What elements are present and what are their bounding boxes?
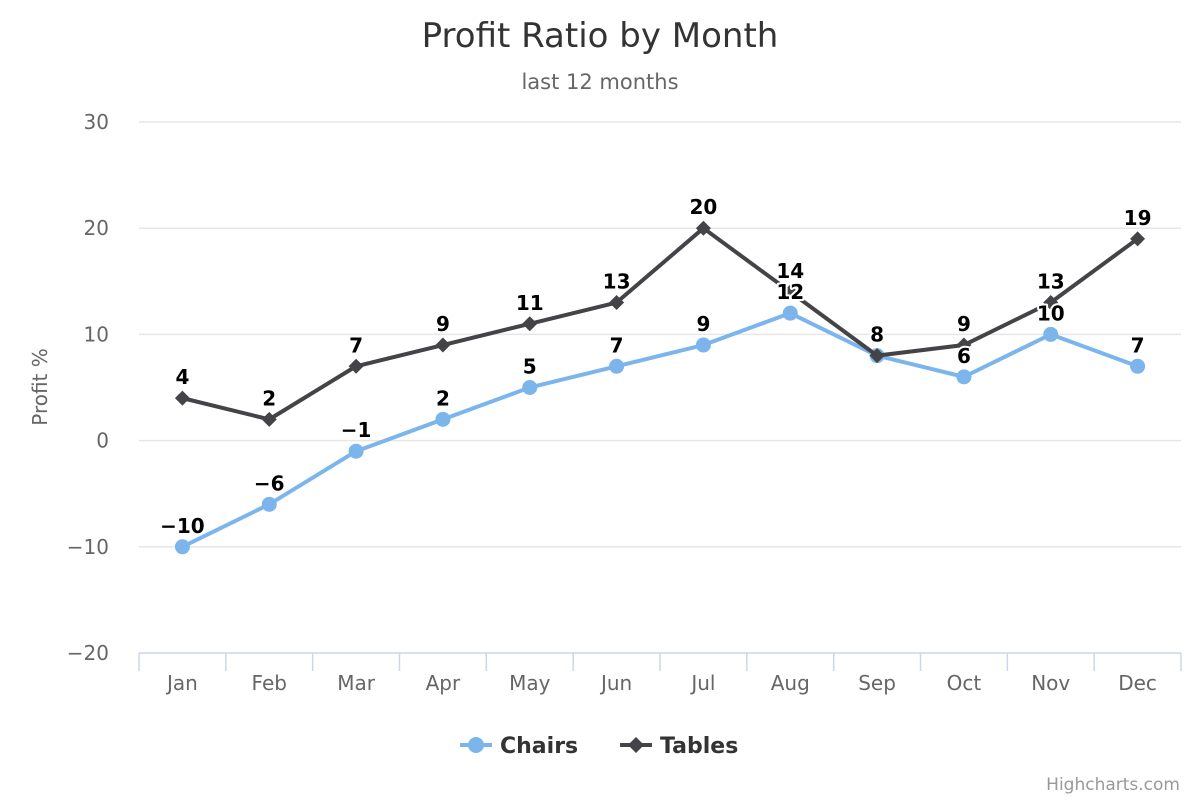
data-label-tables: 13 (1037, 270, 1065, 294)
data-point-chairs[interactable] (695, 337, 711, 353)
data-point-chairs[interactable] (1043, 326, 1059, 342)
data-label-tables: 11 (516, 291, 544, 315)
x-tick-label: Dec (1118, 671, 1157, 695)
x-tick-label: Oct (947, 671, 982, 695)
data-label-tables: 13 (603, 270, 631, 294)
data-label-chairs: 6 (957, 344, 971, 368)
x-tick-label: Jan (165, 671, 198, 695)
x-tick-label: Nov (1031, 671, 1070, 695)
y-tick-label: −20 (67, 641, 109, 665)
legend: Chairs Tables (460, 734, 738, 759)
legend-item-chairs[interactable]: Chairs (460, 734, 578, 759)
data-label-chairs: 2 (436, 386, 450, 410)
data-point-tables[interactable] (174, 390, 190, 406)
data-label-tables: 19 (1124, 206, 1152, 230)
series-group (174, 220, 1146, 555)
data-label-tables: 4 (175, 365, 189, 389)
chart-title: Profit Ratio by Month (422, 16, 779, 56)
chart-subtitle: last 12 months (521, 70, 678, 94)
x-tick-label: Feb (252, 671, 287, 695)
data-label-chairs: 12 (776, 280, 804, 304)
y-tick-label: 30 (84, 110, 109, 134)
x-axis: Jan Feb Mar Apr May Jun Jul Aug Sep Oct Nov Dec (138, 652, 1182, 695)
data-label-chairs: 10 (1037, 301, 1065, 325)
data-point-tables[interactable] (261, 411, 277, 427)
x-tick-label: Apr (426, 671, 461, 695)
data-label-chairs: 7 (1131, 333, 1145, 357)
legend-diamond-marker-icon (628, 737, 644, 753)
data-point-chairs[interactable] (1130, 358, 1146, 374)
credits-link[interactable]: Highcharts.com (1046, 775, 1180, 795)
data-label-chairs: −6 (254, 471, 285, 495)
data-point-tables[interactable] (869, 348, 885, 364)
data-point-tables[interactable] (956, 337, 972, 353)
data-point-tables[interactable] (1130, 231, 1146, 247)
x-tick-label: Mar (337, 671, 376, 695)
data-label-tables: 14 (776, 259, 804, 283)
data-label-chairs: −1 (341, 418, 372, 442)
y-axis-ticks: −20 −10 0 10 20 30 (67, 110, 109, 665)
data-label-tables: 7 (349, 333, 363, 357)
legend-item-tables[interactable]: Tables (620, 734, 738, 759)
series-line-tables[interactable] (180, 226, 1140, 422)
data-point-tables[interactable] (782, 284, 798, 300)
data-label-tables: 8 (870, 323, 884, 347)
data-label-chairs: 8 (870, 323, 884, 347)
data-point-tables[interactable] (522, 316, 538, 332)
data-point-tables[interactable] (1043, 295, 1059, 311)
x-tick-label: Jun (599, 671, 632, 695)
x-tick-label: Jul (689, 671, 715, 695)
x-tick-label: Aug (771, 671, 810, 695)
y-axis-title: Profit % (28, 348, 52, 426)
x-tick-label: May (509, 671, 551, 695)
data-point-chairs[interactable] (435, 411, 451, 427)
data-point-chairs[interactable] (782, 305, 798, 321)
data-point-chairs[interactable] (174, 539, 190, 555)
data-label-chairs: 5 (523, 355, 537, 379)
x-tick-label: Sep (858, 671, 896, 695)
data-point-tables[interactable] (348, 358, 364, 374)
data-point-chairs[interactable] (261, 496, 277, 512)
data-label-chairs: −10 (160, 514, 205, 538)
data-point-tables[interactable] (695, 220, 711, 236)
data-point-chairs[interactable] (609, 358, 625, 374)
grid-lines (139, 121, 1181, 548)
legend-label: Chairs (500, 734, 578, 759)
data-label-chairs: 7 (610, 333, 624, 357)
y-tick-label: 10 (84, 322, 109, 346)
data-label-tables: 9 (957, 312, 971, 336)
data-point-chairs[interactable] (522, 380, 538, 395)
data-label-chairs: 9 (696, 312, 710, 336)
data-label-tables: 2 (262, 386, 276, 410)
data-label-tables: 9 (436, 312, 450, 336)
legend-circle-marker-icon (468, 737, 484, 753)
data-label-tables: 20 (689, 195, 717, 219)
data-point-chairs[interactable] (956, 369, 972, 385)
data-point-tables[interactable] (435, 337, 451, 353)
data-point-tables[interactable] (609, 295, 625, 311)
legend-label: Tables (660, 734, 738, 759)
y-tick-label: 20 (84, 216, 109, 240)
y-tick-label: 0 (96, 429, 109, 453)
y-tick-label: −10 (67, 535, 109, 559)
data-point-chairs[interactable] (348, 443, 364, 459)
series-line-chairs[interactable] (180, 311, 1140, 549)
